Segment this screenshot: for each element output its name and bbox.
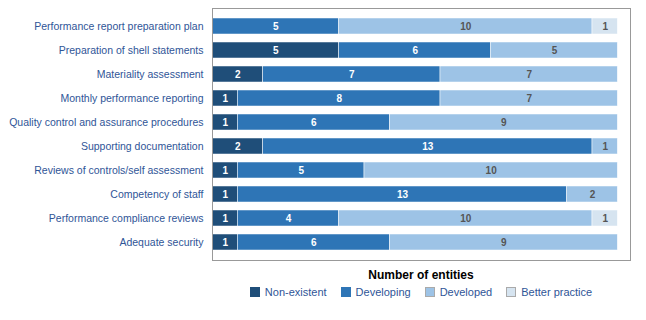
svg-text:8: 8 [336,93,342,104]
svg-text:13: 13 [422,141,434,152]
svg-text:1: 1 [602,21,608,32]
svg-text:Competency of staff: Competency of staff [110,188,203,200]
svg-text:1: 1 [222,165,228,176]
html-text:Non-existent: Non-existent [264,286,327,298]
html-text:Better practice: Better practice [521,286,593,298]
svg-text:6: 6 [311,117,317,128]
svg-text:7: 7 [526,93,532,104]
svg-text:9: 9 [501,117,507,128]
svg-text:5: 5 [273,21,279,32]
svg-text:7: 7 [526,69,532,80]
svg-text:10: 10 [460,213,472,224]
svg-text:1: 1 [602,141,608,152]
svg-text:5: 5 [552,45,558,56]
svg-text:Supporting documentation: Supporting documentation [81,140,204,152]
svg-text:6: 6 [311,237,317,248]
svg-text:5: 5 [273,45,279,56]
svg-text:13: 13 [397,189,409,200]
svg-text:10: 10 [460,21,472,32]
svg-text:9: 9 [501,237,507,248]
svg-text:7: 7 [349,69,355,80]
html-text:Number of entities: Number of entities [368,268,474,282]
svg-text:Reviews of controls/self asses: Reviews of controls/self assessment [34,164,203,176]
svg-text:Monthly performance reporting: Monthly performance reporting [61,92,204,104]
svg-text:4: 4 [286,213,292,224]
svg-text:Materiality assessment: Materiality assessment [97,68,204,80]
svg-text:1: 1 [222,117,228,128]
svg-text:2: 2 [235,69,241,80]
svg-text:1: 1 [222,93,228,104]
svg-text:1: 1 [222,213,228,224]
svg-text:1: 1 [222,237,228,248]
svg-text:2: 2 [590,189,596,200]
svg-text:Quality control and assurance: Quality control and assurance procedures [9,116,203,128]
svg-text:Preparation of shell statement: Preparation of shell statements [59,44,204,56]
svg-text:1: 1 [602,213,608,224]
svg-text:Performance compliance reviews: Performance compliance reviews [49,212,204,224]
svg-text:5: 5 [298,165,304,176]
svg-text:2: 2 [235,141,241,152]
svg-text:6: 6 [412,45,418,56]
svg-text:Adequate security: Adequate security [119,236,204,248]
html-text:Developing: Developing [355,286,411,298]
svg-text:1: 1 [222,189,228,200]
html-text:Developed: Developed [439,286,493,298]
svg-text:10: 10 [486,165,498,176]
svg-text:Performance report preparation: Performance report preparation plan [34,20,203,32]
